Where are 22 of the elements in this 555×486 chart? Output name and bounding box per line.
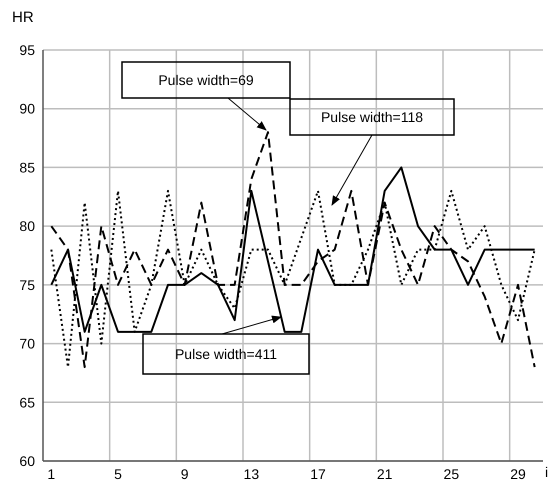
y-tick-label: 95 [19, 42, 36, 58]
line-series [50, 131, 536, 368]
y-tick-label: 60 [19, 452, 36, 469]
x-tick-label: 17 [310, 466, 326, 482]
y-tick-label: 75 [19, 276, 36, 293]
x-tick-label: 25 [444, 466, 460, 482]
y-tick-label: 65 [19, 394, 36, 410]
x-tick-label: 29 [510, 466, 526, 482]
x-tick-label: 13 [244, 466, 260, 482]
x-axis-title: i [545, 464, 548, 480]
y-axis-title: HR [12, 9, 34, 26]
x-tick-label: 1 [47, 466, 56, 482]
x-tick-label: 9 [180, 466, 189, 482]
y-tick-label: 80 [19, 218, 36, 234]
legend-label: Pulse width=411 [174, 346, 278, 362]
y-tick-label: 85 [19, 159, 36, 176]
x-tick-label: 5 [114, 466, 122, 482]
y-tick-label: 70 [19, 336, 36, 352]
text: Pulse width=69 [158, 72, 254, 88]
text: Pulse width=118 [320, 109, 424, 125]
x-tick-label: 21 [376, 466, 393, 482]
y-tick-label: 90 [19, 100, 36, 117]
